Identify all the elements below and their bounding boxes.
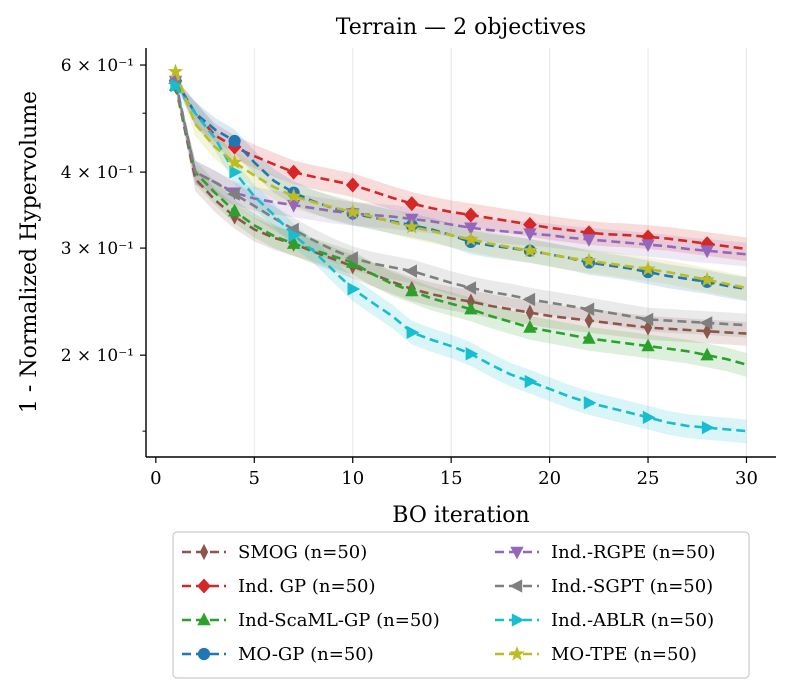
band-mo-tpe: [175, 69, 747, 301]
y-tick-label: 6 × 10⁻¹: [61, 56, 134, 76]
legend-marker-mo-tpe: [509, 645, 525, 661]
point-mo-tpe: [581, 252, 597, 268]
point-ind-rgpe: [641, 239, 655, 253]
point-ind-sgpt: [345, 251, 358, 265]
point-ind-ablr: [229, 165, 243, 179]
x-tick-label: 10: [341, 468, 364, 489]
point-ind-scaml-gp: [464, 301, 478, 315]
legend: SMOG (n=50) Ind. GP (n=50) Ind-ScaML-GP (n…: [172, 531, 750, 679]
point-ind-rgpe: [700, 245, 714, 259]
series-line-ind-scaml-gp: [174, 85, 747, 366]
series-lines: [167, 63, 747, 435]
point-ind-scaml-gp: [286, 236, 301, 249]
point-ind-ablr: [406, 325, 420, 340]
x-axis-label: BO iteration: [392, 503, 529, 528]
point-ind-rgpe: [523, 228, 537, 241]
axes: [145, 48, 776, 458]
x-tick-label: 5: [249, 468, 260, 489]
legend-marker-ind-sgpt: [509, 579, 523, 593]
point-mo-tpe: [463, 231, 479, 246]
point-ind-sgpt: [640, 312, 654, 327]
band-ind-rgpe: [175, 78, 747, 267]
x-tick-label: 25: [637, 468, 660, 489]
series-line-ind-rgpe: [174, 80, 747, 256]
y-tick-label: 4 × 10⁻¹: [61, 163, 134, 183]
legend-marker-smog: [199, 543, 209, 561]
point-mo-gp: [228, 134, 241, 148]
point-ind-gp: [404, 196, 419, 212]
point-ind-rgpe: [582, 234, 596, 247]
legend-label-ind-gp: Ind. GP (n=50): [238, 576, 376, 597]
y-tick-label: 2 × 10⁻¹: [61, 346, 134, 366]
point-ind-gp: [286, 164, 301, 180]
point-mo-tpe: [404, 218, 420, 234]
legend-frame: [172, 531, 750, 679]
point-ind-scaml-gp: [641, 338, 655, 352]
point-mo-tpe: [345, 203, 361, 219]
point-ind-gp: [345, 177, 360, 193]
point-ind-sgpt: [404, 264, 417, 278]
point-ind-ablr: [583, 396, 597, 410]
legend-label-smog: SMOG (n=50): [238, 542, 367, 563]
point-ind-rgpe: [464, 222, 478, 236]
series-line-mo-tpe: [174, 71, 747, 290]
legend-marker-ind-scaml-gp: [197, 612, 211, 626]
point-ind-scaml-gp: [227, 203, 242, 217]
x-ticks: 0 5 10 15 20 25 30: [150, 457, 758, 489]
confidence-bands: [175, 69, 747, 444]
point-ind-ablr: [701, 420, 715, 435]
legend-label-ind-ablr: Ind.-ABLR (n=50): [551, 610, 714, 631]
y-tick-label: 3 × 10⁻¹: [61, 239, 134, 259]
point-smog: [584, 312, 594, 329]
x-tick-label: 20: [538, 468, 561, 489]
y-axis-label: 1 - Normalized Hypervolume: [17, 91, 42, 413]
legend-label-ind-scaml-gp: Ind-ScaML-GP (n=50): [238, 610, 440, 631]
point-ind-sgpt: [699, 316, 713, 330]
point-ind-ablr: [524, 374, 538, 389]
y-ticks: 2 × 10⁻¹ 3 × 10⁻¹ 4 × 10⁻¹ 6 × 10⁻¹: [61, 56, 146, 432]
point-ind-sgpt: [581, 302, 595, 316]
point-smog: [702, 323, 712, 340]
point-smog: [525, 304, 535, 321]
point-mo-tpe: [699, 271, 715, 287]
point-ind-scaml-gp: [405, 283, 419, 297]
point-ind-sgpt: [463, 281, 477, 295]
point-ind-rgpe: [286, 199, 301, 213]
band-smog: [175, 83, 747, 346]
chart-title: Terrain — 2 objectives: [336, 15, 586, 40]
point-mo-tpe: [167, 63, 184, 79]
series-line-ind-ablr: [174, 84, 747, 433]
x-tick-label: 15: [440, 468, 463, 489]
point-ind-sgpt: [227, 187, 240, 201]
point-ind-scaml-gp: [700, 347, 714, 361]
point-ind-ablr: [347, 282, 361, 296]
point-ind-ablr: [465, 347, 479, 361]
point-ind-scaml-gp: [582, 331, 596, 344]
point-ind-ablr: [642, 410, 656, 425]
legend-label-ind-rgpe: Ind.-RGPE (n=50): [551, 542, 716, 563]
point-ind-scaml-gp: [523, 320, 537, 333]
point-mo-tpe: [285, 188, 302, 203]
point-ind-sgpt: [522, 292, 536, 307]
point-ind-gp: [464, 207, 478, 223]
point-mo-tpe: [226, 154, 243, 169]
legend-label-mo-tpe: MO-TPE (n=50): [551, 644, 697, 665]
legend-marker-mo-gp: [197, 647, 211, 661]
x-tick-label: 0: [150, 468, 161, 489]
point-mo-tpe: [640, 261, 656, 276]
point-mo-tpe: [522, 242, 538, 258]
legend-marker-ind-rgpe: [510, 546, 524, 560]
series-line-smog: [174, 85, 747, 335]
band-ind-scaml-gp: [175, 83, 747, 377]
legend-marker-ind-ablr: [511, 613, 525, 627]
legend-label-mo-gp: MO-GP (n=50): [238, 644, 374, 665]
point-ind-ablr: [170, 78, 183, 93]
legend-label-ind-sgpt: Ind.-SGPT (n=50): [551, 576, 713, 597]
x-tick-label: 30: [735, 468, 758, 489]
grid: [253, 48, 747, 457]
legend-marker-ind-gp: [197, 578, 211, 594]
point-ind-ablr: [288, 228, 302, 242]
